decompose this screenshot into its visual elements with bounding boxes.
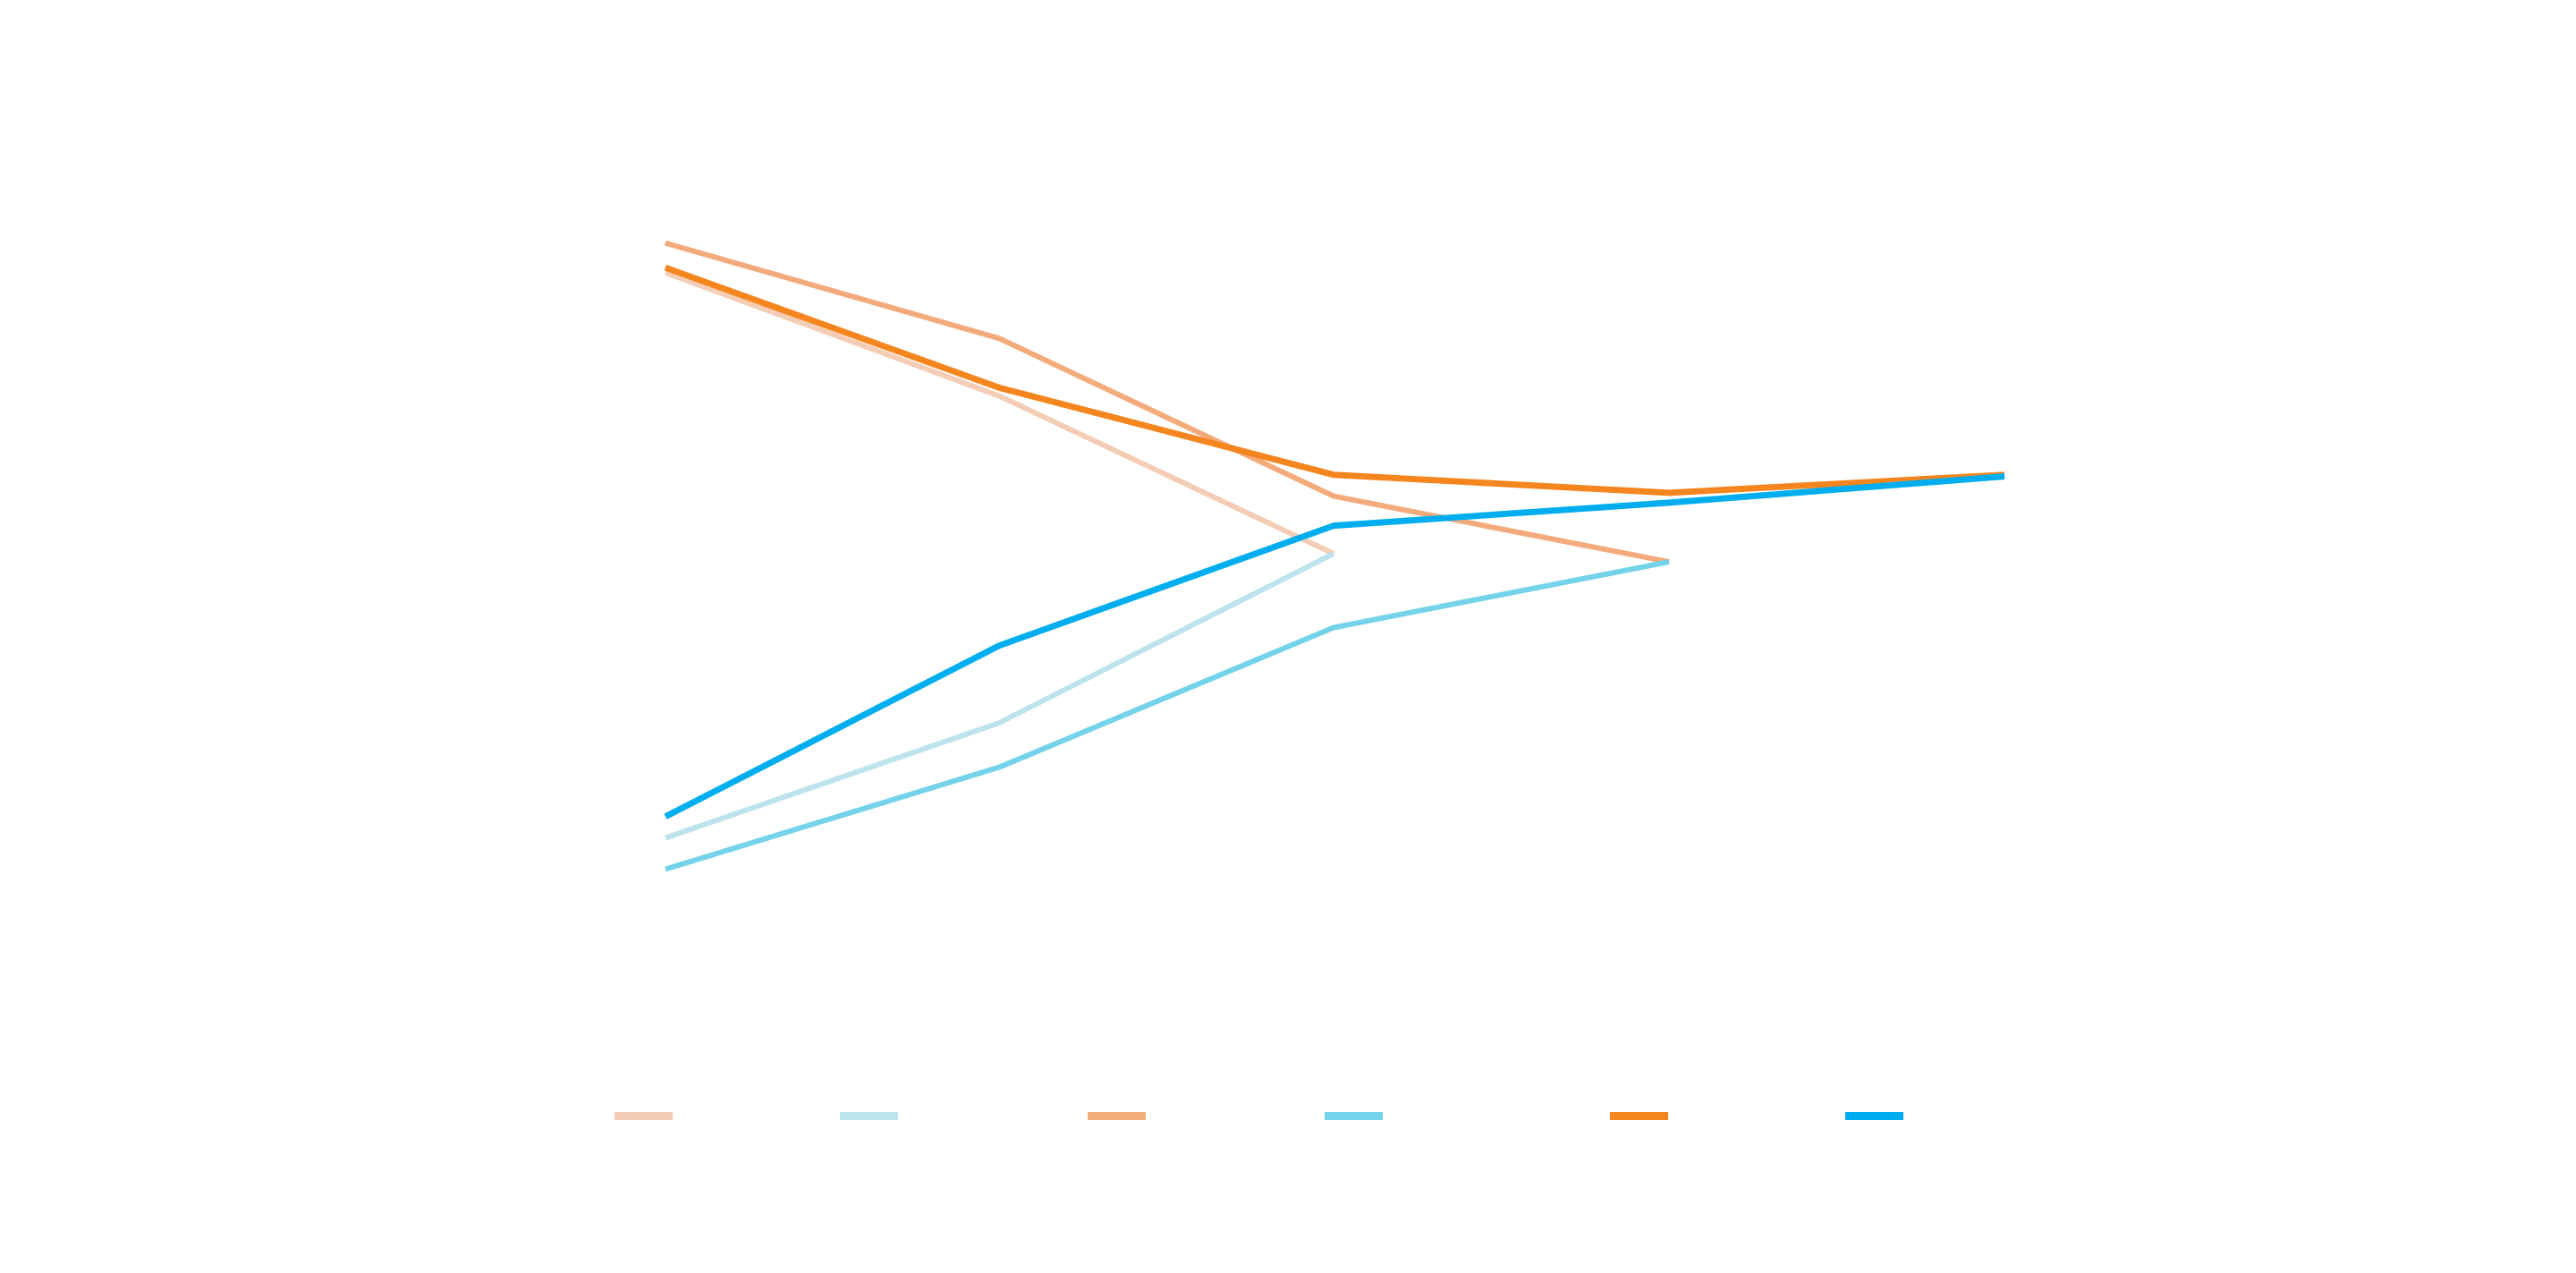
series-line-6 [664, 473, 2005, 819]
legend-swatch [1325, 1112, 1383, 1120]
legend-swatch [1845, 1112, 1903, 1120]
legend-item-3 [1088, 1112, 1146, 1120]
series-lines [664, 240, 2005, 872]
legend-item-4 [1325, 1112, 1383, 1120]
series-line-4 [665, 559, 1670, 872]
legend-swatch [1088, 1112, 1146, 1120]
series-line-3 [665, 240, 1670, 564]
legend-swatch [840, 1112, 898, 1120]
legend-item-1 [614, 1112, 673, 1120]
legend-item-2 [840, 1112, 898, 1120]
legend-item-5 [1610, 1112, 1668, 1120]
legend-swatch [1610, 1112, 1668, 1120]
legend-item-6 [1845, 1112, 1903, 1120]
series-line-2 [665, 551, 1335, 841]
legend [614, 1112, 1903, 1120]
series-line-1 [664, 269, 1335, 556]
legend-swatch [614, 1112, 673, 1120]
